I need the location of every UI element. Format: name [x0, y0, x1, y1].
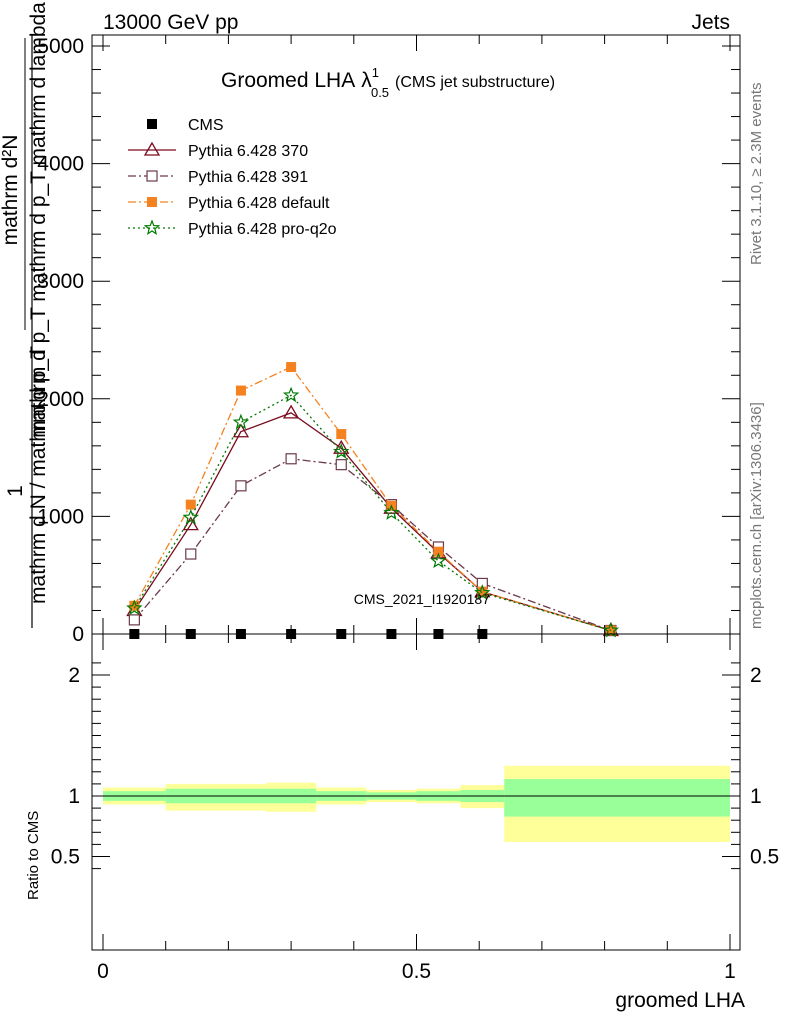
- y-axis-label: 1 mathrm d N / mathrm d p_T mathrm d²N m…: [0, 2, 50, 628]
- ratio-y-tick-label-right: 0.5: [750, 846, 779, 869]
- data-point: [232, 413, 250, 430]
- x-axis-label: groomed LHA: [615, 989, 745, 1012]
- ratio-axis-ticks: 0.5 0.5 1 1 2 2 0 0.5 1: [51, 634, 779, 983]
- data-point: [232, 423, 250, 438]
- legend-entry: CMS: [147, 117, 224, 134]
- legend-label: Pythia 6.428 default: [188, 195, 330, 212]
- legend-entry: Pythia 6.428 pro-q2o: [128, 219, 337, 238]
- data-point: [235, 385, 246, 396]
- data-point: [285, 453, 297, 465]
- data-point: [126, 599, 143, 616]
- legend-label: Pythia 6.428 pro-q2o: [188, 221, 337, 238]
- main-axis-ticks: 0 1000 2000 3000 4000 5000: [37, 35, 740, 646]
- y-tick-label: 2000: [37, 388, 84, 411]
- title-sup: 1: [372, 65, 379, 80]
- watermark: CMS_2021_I1920187: [354, 591, 490, 607]
- legend-entry: Pythia 6.428 391: [128, 169, 308, 186]
- y-label-frac1-num: 1: [4, 485, 27, 497]
- data-point: [430, 552, 447, 569]
- series-line: [133, 394, 612, 632]
- data-point: [182, 508, 199, 525]
- y-tick-label: 1000: [37, 505, 84, 528]
- header-left: 13000 GeV pp: [103, 11, 238, 34]
- data-point: [146, 170, 158, 182]
- data-point: [282, 404, 300, 419]
- data-point: [332, 443, 350, 459]
- y-tick-label: 5000: [37, 35, 84, 58]
- series-pythia-6-428-391: [128, 453, 617, 637]
- x-tick-label: 1: [724, 960, 736, 983]
- data-point: [433, 546, 444, 557]
- legend-entry: Pythia 6.428 default: [128, 195, 330, 212]
- ratio-y-tick-label: 0.5: [51, 846, 80, 869]
- title-sub: 0.5: [371, 85, 389, 100]
- y-tick-label: 0: [72, 623, 84, 646]
- data-point: [182, 516, 199, 531]
- ratio-y-tick-label: 2: [68, 664, 80, 687]
- plot-title: Groomed LHA λ1 0.5 (CMS jet substructure): [221, 65, 555, 100]
- ratio-bands-layer: [103, 765, 730, 842]
- x-tick-label: 0: [97, 960, 109, 983]
- data-point: [286, 362, 297, 373]
- data-point: [335, 459, 347, 471]
- data-point: [474, 584, 491, 600]
- y-tick-label: 4000: [37, 153, 84, 176]
- data-point: [336, 429, 347, 440]
- data-point: [185, 548, 197, 560]
- data-point: [128, 614, 140, 626]
- legend-label: Pythia 6.428 370: [188, 143, 308, 160]
- title-lambda: λ: [361, 69, 372, 92]
- data-point: [147, 119, 157, 129]
- title-suffix: (CMS jet substructure): [395, 74, 555, 91]
- header-right: Jets: [691, 11, 730, 34]
- data-point: [185, 499, 196, 510]
- y-label-numerator: mathrm d²N: [0, 135, 22, 246]
- data-point: [383, 504, 400, 520]
- data-point: [143, 141, 161, 156]
- ratio-y-tick-label: 1: [68, 785, 80, 808]
- rivet-label: Rivet 3.1.10, ≥ 2.3M events: [748, 83, 765, 266]
- legend-entry: Pythia 6.428 370: [128, 141, 308, 160]
- ratio-y-label: Ratio to CMS: [25, 811, 42, 900]
- data-point: [147, 197, 157, 207]
- data-point: [143, 219, 161, 236]
- x-tick-label: 0.5: [402, 960, 431, 983]
- y-label-frac1-den: mathrm d N / mathrm d p_T: [27, 346, 50, 604]
- y-tick-label: 3000: [37, 270, 84, 293]
- legend-label: Pythia 6.428 391: [188, 169, 308, 186]
- mcplots-label: mcplots.cern.ch [arXiv:1306.3436]: [748, 402, 765, 629]
- data-point: [282, 386, 300, 403]
- y-label-denominator: mathrm d p_T mathrm d p_T mathrm d lambd…: [27, 2, 50, 438]
- legend: CMS Pythia 6.428 370 Pythia 6.428 391 Pythi…: [128, 117, 337, 238]
- title-main: Groomed LHA: [221, 69, 355, 92]
- data-point: [235, 480, 247, 492]
- ratio-y-tick-label-right: 2: [750, 664, 762, 687]
- ratio-y-tick-label-right: 1: [750, 785, 762, 808]
- ratio-band-green: [504, 779, 730, 817]
- legend-label: CMS: [188, 117, 224, 134]
